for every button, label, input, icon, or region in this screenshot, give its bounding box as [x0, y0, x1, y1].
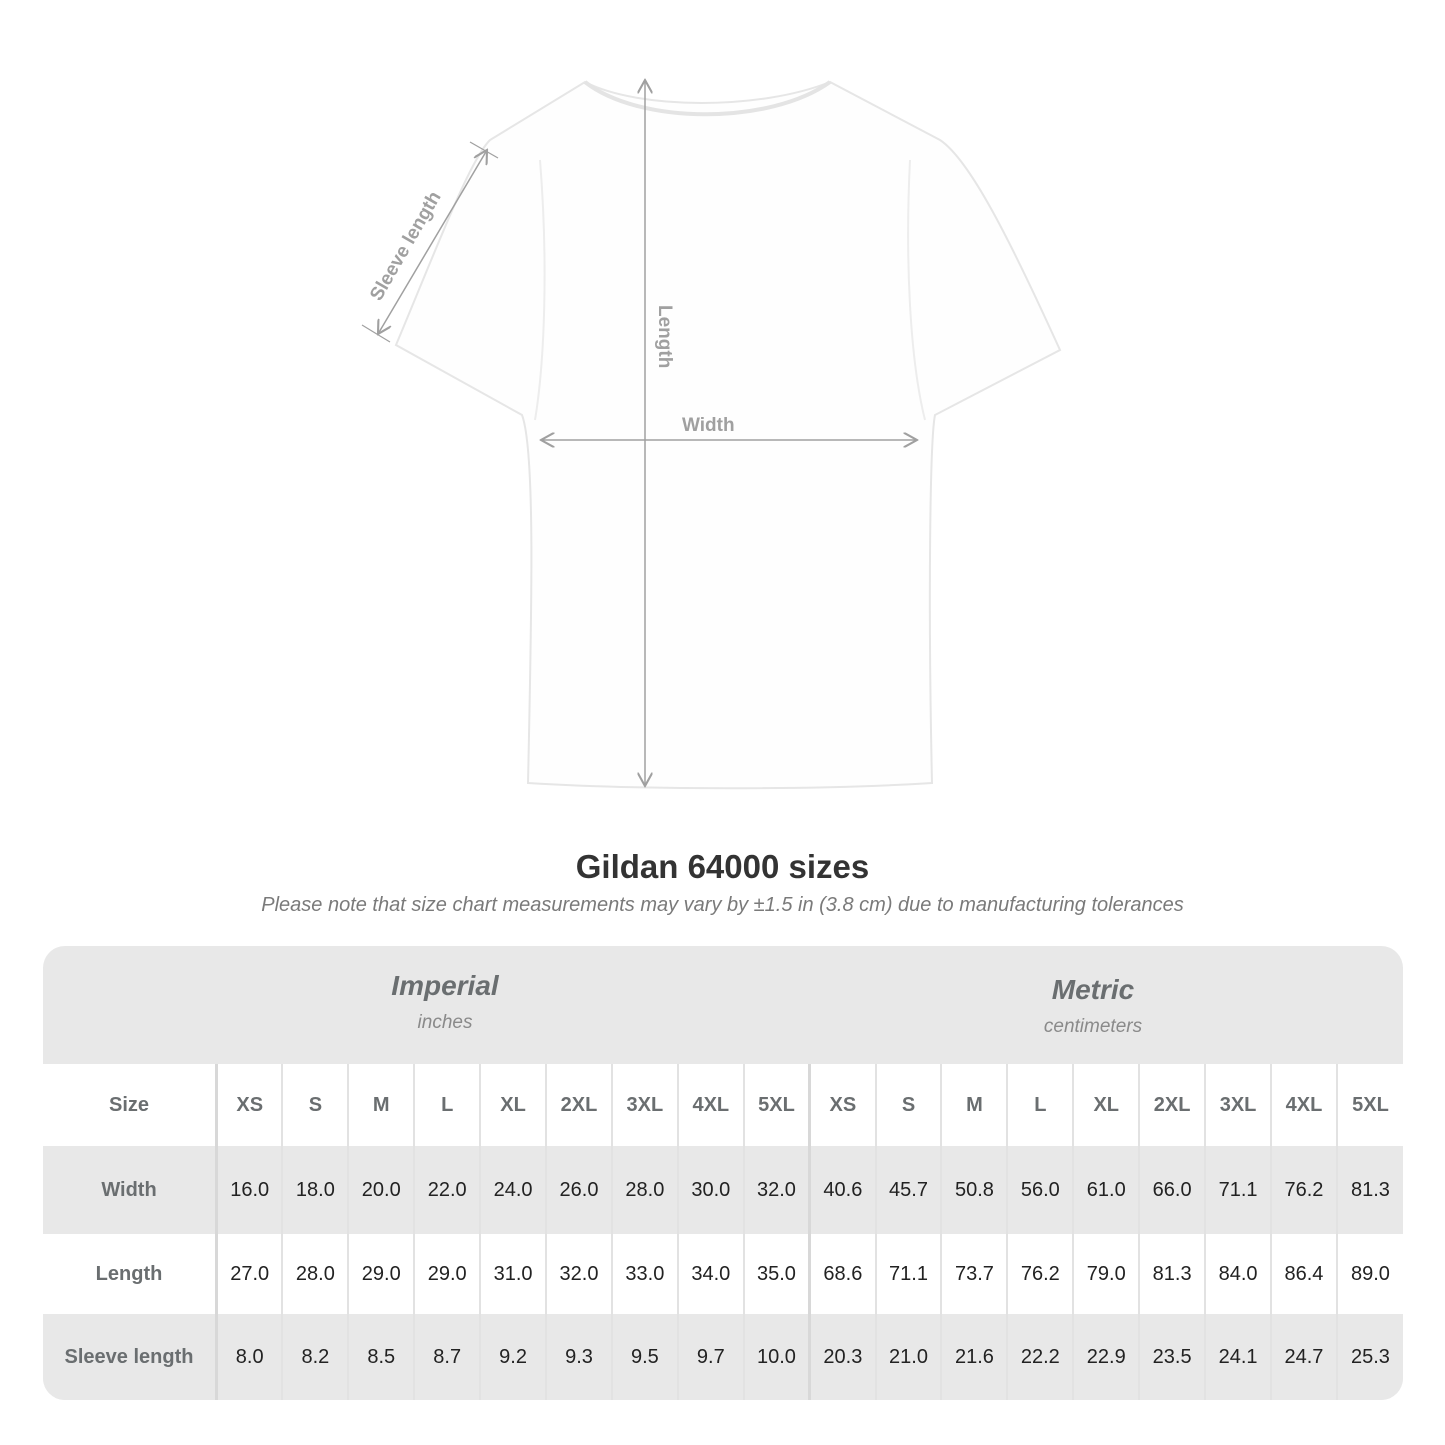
- metric-cell: 66.0: [1138, 1146, 1206, 1234]
- imperial-cell: 8.0: [215, 1314, 283, 1400]
- metric-cell: 86.4: [1270, 1234, 1337, 1314]
- imperial-cell: 31.0: [479, 1234, 547, 1314]
- size-table: Size XS S M L XL 2XL 3XL 4XL 5XL XS S M L XL 2XL 3XL 4XL 5…: [43, 1064, 1403, 1400]
- tshirt-collar: [583, 80, 832, 117]
- metric-cell: 22.9: [1072, 1314, 1140, 1400]
- metric-cell: 24.1: [1204, 1314, 1271, 1400]
- imperial-cell: 26.0: [545, 1146, 612, 1234]
- imperial-size-header: 5XL: [742, 1064, 810, 1146]
- metric-size-header: M: [940, 1064, 1008, 1146]
- imperial-cell: 29.0: [347, 1234, 415, 1314]
- metric-cell: 76.2: [1006, 1234, 1074, 1314]
- metric-cell: 40.6: [808, 1146, 876, 1234]
- table-row: Length 27.0 28.0 29.0 29.0 31.0 32.0 33.0 34.0 35…: [43, 1234, 1403, 1314]
- metric-cell: 22.2: [1006, 1314, 1074, 1400]
- metric-cell: 79.0: [1072, 1234, 1140, 1314]
- metric-title: Metric: [1051, 974, 1135, 1005]
- imperial-cell: 9.3: [545, 1314, 612, 1400]
- row-label: Sleeve length: [43, 1314, 218, 1400]
- metric-cell: 71.1: [1204, 1146, 1271, 1234]
- imperial-title: Imperial: [391, 970, 499, 1001]
- imperial-size-header: 3XL: [610, 1064, 678, 1146]
- imperial-header: Imperial inches: [245, 970, 645, 1034]
- metric-size-header: 5XL: [1335, 1064, 1403, 1146]
- metric-header: Metric centimeters: [893, 974, 1293, 1038]
- table-row: Width 16.0 18.0 20.0 22.0 24.0 26.0 28.0 30.0 32.…: [43, 1146, 1403, 1234]
- metric-size-header: S: [874, 1064, 942, 1146]
- metric-size-header: XL: [1072, 1064, 1140, 1146]
- imperial-cell: 27.0: [215, 1234, 283, 1314]
- size-row: Size XS S M L XL 2XL 3XL 4XL 5XL XS S M L XL 2XL 3XL 4XL 5…: [43, 1064, 1403, 1146]
- metric-cell: 45.7: [874, 1146, 942, 1234]
- imperial-cell: 30.0: [676, 1146, 744, 1234]
- width-arrow: Width: [541, 415, 917, 440]
- metric-size-header: L: [1006, 1064, 1074, 1146]
- metric-cell: 81.3: [1335, 1146, 1403, 1234]
- imperial-cell: 18.0: [281, 1146, 349, 1234]
- metric-cell: 24.7: [1270, 1314, 1337, 1400]
- imperial-cell: 32.0: [742, 1146, 810, 1234]
- tolerance-note: Please note that size chart measurements…: [261, 894, 1184, 916]
- imperial-cell: 29.0: [413, 1234, 481, 1314]
- metric-unit: centimeters: [1043, 1016, 1143, 1037]
- imperial-cell: 32.0: [545, 1234, 612, 1314]
- imperial-size-header: M: [347, 1064, 415, 1146]
- imperial-size-header: XS: [215, 1064, 283, 1146]
- width-label: Width: [682, 415, 735, 436]
- imperial-size-header: 4XL: [676, 1064, 744, 1146]
- metric-cell: 71.1: [874, 1234, 942, 1314]
- imperial-size-header: S: [281, 1064, 349, 1146]
- imperial-cell: 9.5: [610, 1314, 678, 1400]
- row-label: Length: [43, 1234, 218, 1314]
- metric-cell: 25.3: [1335, 1314, 1403, 1400]
- imperial-size-header: XL: [479, 1064, 547, 1146]
- metric-cell: 21.6: [940, 1314, 1008, 1400]
- imperial-cell: 16.0: [215, 1146, 283, 1234]
- length-label: Length: [654, 305, 675, 368]
- size-label: Size: [43, 1064, 218, 1146]
- metric-cell: 68.6: [808, 1234, 876, 1314]
- table-row: Sleeve length 8.0 8.2 8.5 8.7 9.2 9.3 9.5 9.7 10.…: [43, 1314, 1403, 1400]
- imperial-unit: inches: [417, 1012, 473, 1033]
- imperial-cell: 20.0: [347, 1146, 415, 1234]
- imperial-cell: 28.0: [281, 1234, 349, 1314]
- metric-size-header: 4XL: [1270, 1064, 1337, 1146]
- metric-size-header: 2XL: [1138, 1064, 1206, 1146]
- metric-cell: 56.0: [1006, 1146, 1074, 1234]
- imperial-size-header: 2XL: [545, 1064, 612, 1146]
- metric-cell: 76.2: [1270, 1146, 1337, 1234]
- imperial-cell: 35.0: [742, 1234, 810, 1314]
- metric-cell: 89.0: [1335, 1234, 1403, 1314]
- metric-cell: 84.0: [1204, 1234, 1271, 1314]
- metric-size-header: 3XL: [1204, 1064, 1271, 1146]
- metric-cell: 61.0: [1072, 1146, 1140, 1234]
- tshirt-diagram: Sleeve length Length Width: [361, 0, 1062, 790]
- imperial-cell: 9.7: [676, 1314, 744, 1400]
- imperial-cell: 8.5: [347, 1314, 415, 1400]
- row-label: Width: [43, 1146, 218, 1234]
- metric-size-header: XS: [808, 1064, 876, 1146]
- imperial-cell: 34.0: [676, 1234, 744, 1314]
- metric-cell: 50.8: [940, 1146, 1008, 1234]
- metric-cell: 23.5: [1138, 1314, 1206, 1400]
- metric-cell: 21.0: [874, 1314, 942, 1400]
- chart-title: Gildan 64000 sizes: [575, 848, 870, 885]
- imperial-cell: 24.0: [479, 1146, 547, 1234]
- imperial-cell: 8.2: [281, 1314, 349, 1400]
- imperial-cell: 28.0: [610, 1146, 678, 1234]
- imperial-size-header: L: [413, 1064, 481, 1146]
- imperial-cell: 33.0: [610, 1234, 678, 1314]
- imperial-cell: 9.2: [479, 1314, 547, 1400]
- metric-cell: 73.7: [940, 1234, 1008, 1314]
- metric-cell: 81.3: [1138, 1234, 1206, 1314]
- imperial-cell: 8.7: [413, 1314, 481, 1400]
- size-table-panel: Imperial inches Metric centimeters Size X…: [43, 946, 1403, 1400]
- imperial-cell: 22.0: [413, 1146, 481, 1234]
- metric-cell: 20.3: [808, 1314, 876, 1400]
- imperial-cell: 10.0: [742, 1314, 810, 1400]
